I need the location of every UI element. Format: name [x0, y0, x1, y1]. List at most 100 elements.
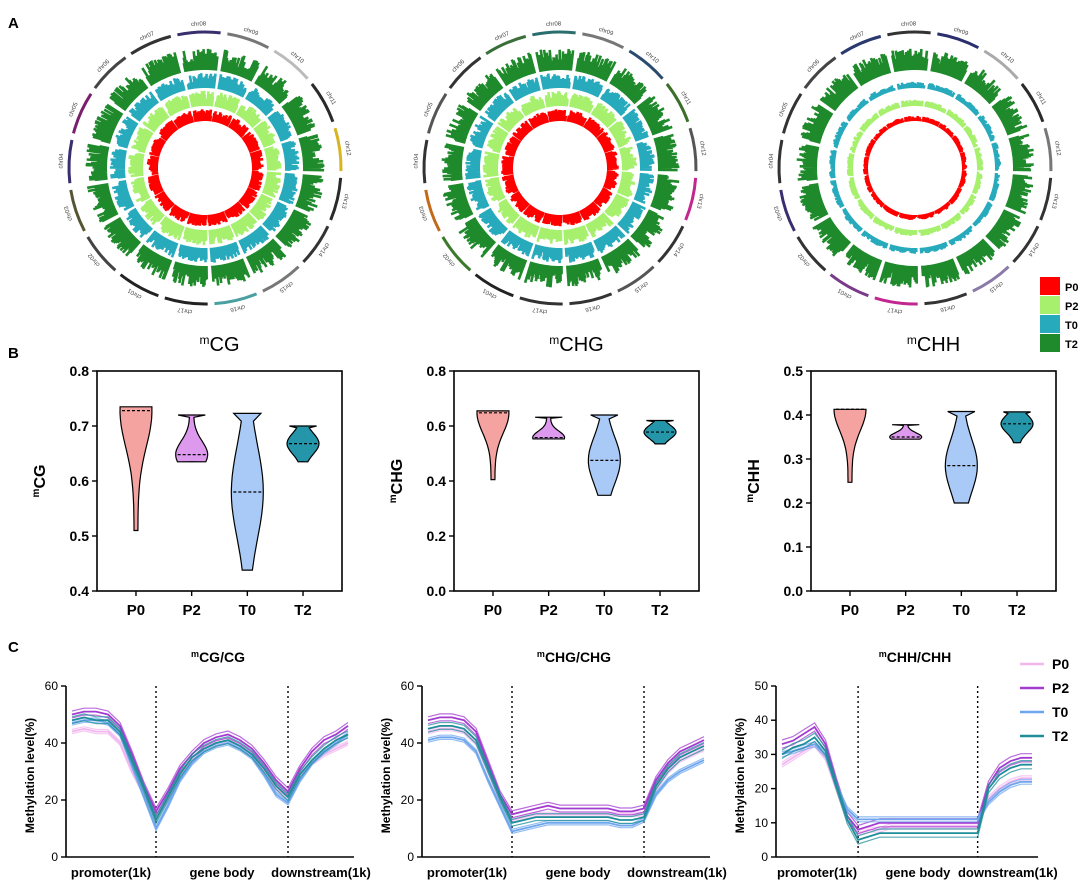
track-T2-bars: [653, 133, 680, 172]
track-P0-bars: [186, 212, 208, 226]
violin-P0: [833, 408, 867, 483]
line-series-T2: [427, 725, 705, 824]
legend-swatch-t0: [1040, 315, 1060, 333]
track-T0-bars: [145, 230, 179, 258]
track-P0-bars: [566, 110, 588, 127]
y-tick-label: 0.0: [427, 583, 447, 599]
track-P0-bars: [898, 212, 917, 220]
line-series-T2: [71, 713, 349, 818]
track-T0-bars: [508, 77, 541, 102]
chromosome-arc-chr07: [840, 34, 882, 56]
track-T0-bars: [500, 230, 534, 257]
y-tick-label: 40: [755, 713, 769, 727]
track-T2-bars: [523, 261, 563, 288]
line-series-T2: [71, 720, 349, 825]
chromosome-label: chr09: [243, 27, 260, 38]
line-series-P2: [71, 710, 349, 814]
chromosome-label: chr04: [768, 153, 775, 169]
track-P0-bars: [958, 170, 967, 189]
line-chart-chh: mCHH/CHH 0 10 20 30 40 50 Methylation level(%) p…: [733, 649, 1058, 880]
track-P2-bars: [585, 212, 614, 238]
x-region-label: gene body: [885, 865, 951, 880]
track-T0-bars: [111, 180, 135, 211]
chromosome-arc-chr09: [582, 32, 625, 49]
track-P2-bars: [484, 177, 506, 202]
track-T0-bars: [484, 92, 515, 122]
track-T2-bars: [955, 238, 996, 275]
track-P0-bars: [522, 204, 545, 223]
y-tick-label: 0.2: [427, 528, 447, 544]
line-legend-label-T0: T0: [1052, 704, 1069, 720]
chromosome-label: chr08: [546, 21, 562, 28]
chromosome-arc-chr03: [69, 189, 86, 232]
chromosome-label: chr12: [1053, 141, 1061, 157]
track-T2-bars: [852, 53, 892, 87]
chromosome-label: chr05: [778, 101, 790, 118]
line-series-P2: [427, 716, 705, 816]
x-tick-label: P0: [484, 602, 502, 619]
track-T2-bars: [964, 69, 1002, 105]
chromosome-arc-chr05: [427, 92, 448, 134]
track-T2-bars: [600, 238, 641, 274]
track-P2-bars: [230, 212, 258, 238]
track-T2-bars: [441, 143, 465, 182]
track-P0-bars: [603, 170, 619, 191]
track-T2-bars: [92, 103, 124, 144]
violin-P2: [175, 414, 209, 463]
chromosome-label: chr05: [423, 101, 435, 118]
track-T2-bars: [171, 261, 208, 287]
track-T2-bars: [220, 49, 260, 82]
track-P2-bars: [235, 104, 262, 129]
track-T0-bars: [244, 87, 275, 117]
legend-swatch-p2: [1040, 296, 1060, 314]
track-P2-bars: [512, 216, 540, 238]
chromosome-arc-chr16: [569, 292, 613, 306]
line-legend-label-P2: P2: [1052, 680, 1069, 696]
track-P2-bars: [963, 125, 979, 148]
violin-title: mCHH: [907, 333, 960, 356]
line-chart-title: mCHG/CHG: [537, 649, 611, 665]
line-series-T2: [781, 736, 1032, 841]
chromosome-arc-chr03: [779, 189, 796, 232]
track-P0-bars: [147, 174, 164, 196]
track-P2-bars: [188, 90, 215, 108]
chromosome-label: chr12: [698, 141, 706, 157]
track-T0-bars: [186, 73, 217, 90]
line-chart-cg: mCG/CG 0 20 40 60 Methylation level(%) promote…: [23, 649, 371, 880]
track-T2-bars: [445, 104, 479, 144]
y-tick-label: 0: [51, 850, 58, 864]
track-P2-bars: [945, 109, 967, 129]
chromosome-arc-chr07: [485, 34, 527, 56]
violin-title: mCG: [200, 333, 240, 356]
track-T2-bars: [103, 216, 142, 257]
track-P2-bars: [900, 99, 924, 108]
chromosome-arc-chr10: [983, 49, 1019, 80]
track-T0-bars: [267, 110, 292, 142]
violin-T2: [1000, 411, 1034, 444]
track-P2-bars: [918, 225, 942, 236]
track-P0-bars: [579, 201, 601, 221]
chromosome-arc-chr04: [422, 139, 429, 184]
chromosome-label: chr04: [413, 153, 420, 169]
track-P0-bars: [501, 174, 519, 194]
chromosome-arc-chr01: [119, 273, 159, 298]
y-axis-label: Methylation level(%): [733, 718, 747, 833]
violin-axes-frame: [453, 370, 700, 592]
chromosome-label: chr16: [229, 303, 246, 312]
track-T0-bars: [126, 207, 153, 238]
track-P0-bars: [501, 155, 515, 176]
track-P0-bars: [959, 151, 968, 171]
chromosome-arc-chr10: [273, 49, 309, 80]
track-T2-bars: [921, 258, 961, 288]
y-tick-label: 0.3: [784, 451, 804, 467]
y-tick-label: 30: [755, 747, 769, 761]
track-T0-bars: [991, 142, 1002, 171]
track-T2-bars: [275, 209, 312, 248]
track-T0-bars: [531, 244, 563, 264]
track-P2-bars: [159, 216, 185, 241]
line-series-P2: [427, 713, 705, 812]
track-P0-bars: [864, 138, 877, 158]
track-P2-bars: [974, 147, 984, 171]
chromosome-arc-chr13: [1039, 177, 1053, 221]
chromosome-arc-chr17: [164, 296, 208, 306]
